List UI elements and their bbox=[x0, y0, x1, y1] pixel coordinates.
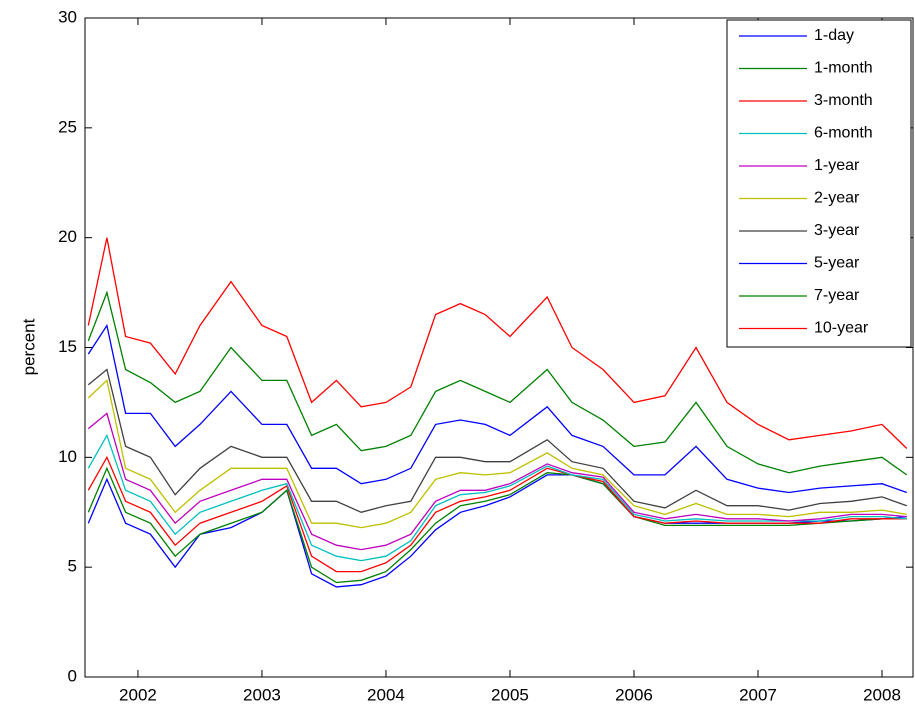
axes-box bbox=[84, 17, 914, 678]
legend-label: 10-year bbox=[814, 320, 869, 337]
series-line bbox=[87, 368, 908, 513]
x-tick-label: 2003 bbox=[243, 685, 281, 704]
y-tick-label: 0 bbox=[68, 666, 77, 685]
y-tick-label: 10 bbox=[58, 447, 77, 466]
legend-label: 5-year bbox=[814, 255, 860, 272]
x-tick-label: 2004 bbox=[367, 685, 405, 704]
y-tick-label: 25 bbox=[58, 117, 77, 136]
legend-label: 1-month bbox=[814, 60, 873, 77]
y-tick-label: 20 bbox=[58, 227, 77, 246]
legend: 1-day 1-month 3-month 6-month 1-year 2-year 3-… bbox=[726, 19, 912, 348]
series-line bbox=[87, 323, 908, 494]
series-line bbox=[87, 433, 907, 562]
series-line bbox=[87, 455, 907, 573]
y-tick-label: 15 bbox=[58, 337, 77, 356]
legend-label: 6-month bbox=[814, 125, 873, 142]
legend-label: 3-month bbox=[814, 92, 873, 109]
x-tick-label: 2002 bbox=[119, 685, 157, 704]
legend-label: 1-day bbox=[814, 27, 854, 44]
series-line bbox=[87, 237, 908, 449]
legend-label: 2-year bbox=[814, 190, 860, 207]
x-tick-label: 2007 bbox=[739, 685, 777, 704]
series-line bbox=[87, 466, 907, 584]
x-tick-label: 2005 bbox=[491, 685, 529, 704]
legend-label: 7-year bbox=[814, 287, 860, 304]
series-line bbox=[87, 379, 907, 529]
x-tick-label: 2006 bbox=[615, 685, 653, 704]
legend-label: 1-year bbox=[814, 157, 860, 174]
y-tick-label: 5 bbox=[68, 557, 77, 576]
legend-label: 3-year bbox=[814, 222, 860, 239]
x-tick-label: 2008 bbox=[863, 685, 901, 704]
legend-box bbox=[726, 19, 912, 348]
series-line bbox=[87, 412, 907, 551]
series-line bbox=[87, 290, 908, 476]
y-tick-label: 30 bbox=[58, 7, 77, 26]
y-axis-label: percent bbox=[19, 318, 38, 375]
